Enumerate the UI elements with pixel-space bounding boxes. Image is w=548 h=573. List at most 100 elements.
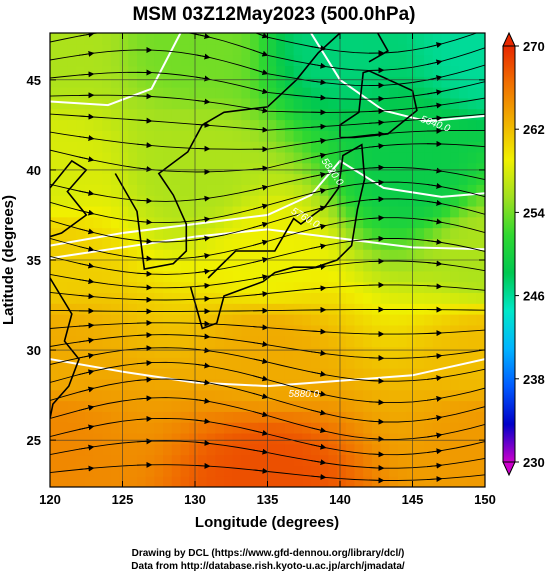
heat-cell [284,184,295,196]
heat-cell [476,281,485,294]
heat-cell [180,184,190,196]
heat-cell [189,65,199,77]
heat-cell [276,184,286,196]
heat-cell [276,303,286,315]
heat-cell [189,97,199,110]
heat-cell [363,97,373,110]
heat-cell [128,303,138,315]
heat-cell [67,422,77,434]
heat-cell [406,443,416,456]
heat-cell [128,465,138,477]
heat-cell [354,292,364,304]
heat-cell [84,87,95,99]
heat-cell [119,292,129,304]
heat-cell [424,314,434,326]
heat-cell [337,389,347,402]
heat-cell [363,303,373,315]
heat-cell [441,33,451,45]
heat-cell [250,43,260,56]
heat-cell [380,260,390,272]
heat-cell [345,119,356,131]
heat-cell [119,97,129,110]
heat-cell [189,378,199,391]
heat-cell [406,465,416,477]
heat-cell [102,184,112,196]
heat-cell [406,205,416,218]
heat-cell [345,33,356,45]
heat-cell [293,184,303,196]
heat-cell [67,227,77,239]
heat-cell [163,260,173,272]
heat-cell [76,346,86,358]
heat-cell [406,357,416,369]
heat-cell [267,281,277,294]
heat-cell [267,476,277,487]
heat-cell [284,141,295,153]
heat-cell [154,249,164,261]
heat-cell [337,130,347,142]
streamline-arrow [310,370,327,377]
heat-cell [145,260,155,272]
streamline-arrow [254,33,269,39]
heat-cell [389,324,399,337]
heat-cell [145,97,155,110]
heat-cell [154,173,164,185]
heat-cell [371,108,382,121]
heat-cell [50,205,60,218]
heat-cell [119,324,129,337]
heat-cell [485,76,494,87]
heat-cell [76,443,86,456]
heat-cell [67,292,77,304]
heat-cell [406,43,416,56]
heat-cell [311,454,321,466]
heat-cell [50,292,60,304]
heat-cell [128,324,138,337]
heat-cell [389,162,399,175]
heat-cell [154,205,164,218]
heat-cell [76,130,86,142]
heat-cell [337,324,347,337]
heat-cell [206,76,216,88]
heat-cell [398,314,408,326]
heat-cell [250,411,260,423]
heat-cell [389,454,399,466]
streamline-arrow [194,216,211,223]
heat-cell [476,465,485,477]
heat-cell [389,33,399,45]
heat-cell [84,389,95,402]
streamline-arrow [136,438,153,445]
heat-cell [363,43,373,56]
heat-cell [276,270,286,283]
heat-cell [163,76,173,88]
heat-cell [154,151,164,164]
heat-cell [76,249,86,261]
heat-cell [415,76,425,88]
heat-cell [406,227,416,239]
heat-cell [189,33,199,45]
heat-cell [232,33,242,45]
heat-cell [450,130,460,142]
heat-cell [458,303,469,315]
heat-cell [224,368,234,380]
heat-cell [58,97,68,110]
heat-cell [197,184,208,196]
heat-cell [293,314,303,326]
streamline-arrow [78,135,95,141]
heat-cell [450,357,460,369]
heat-cell [102,43,112,56]
heat-cell [58,303,68,315]
heat-cell [119,65,129,77]
heat-cell [137,303,147,315]
heat-cell [206,65,216,77]
heat-cell [389,335,399,348]
heat-cell [232,303,242,315]
heat-cell [406,238,416,250]
heat-cell [284,281,295,294]
heat-cell [154,314,164,326]
heat-cell [380,314,390,326]
heat-cell [293,324,303,337]
heat-cell [406,162,416,175]
heat-cell [250,281,260,294]
heat-cell [458,119,469,131]
